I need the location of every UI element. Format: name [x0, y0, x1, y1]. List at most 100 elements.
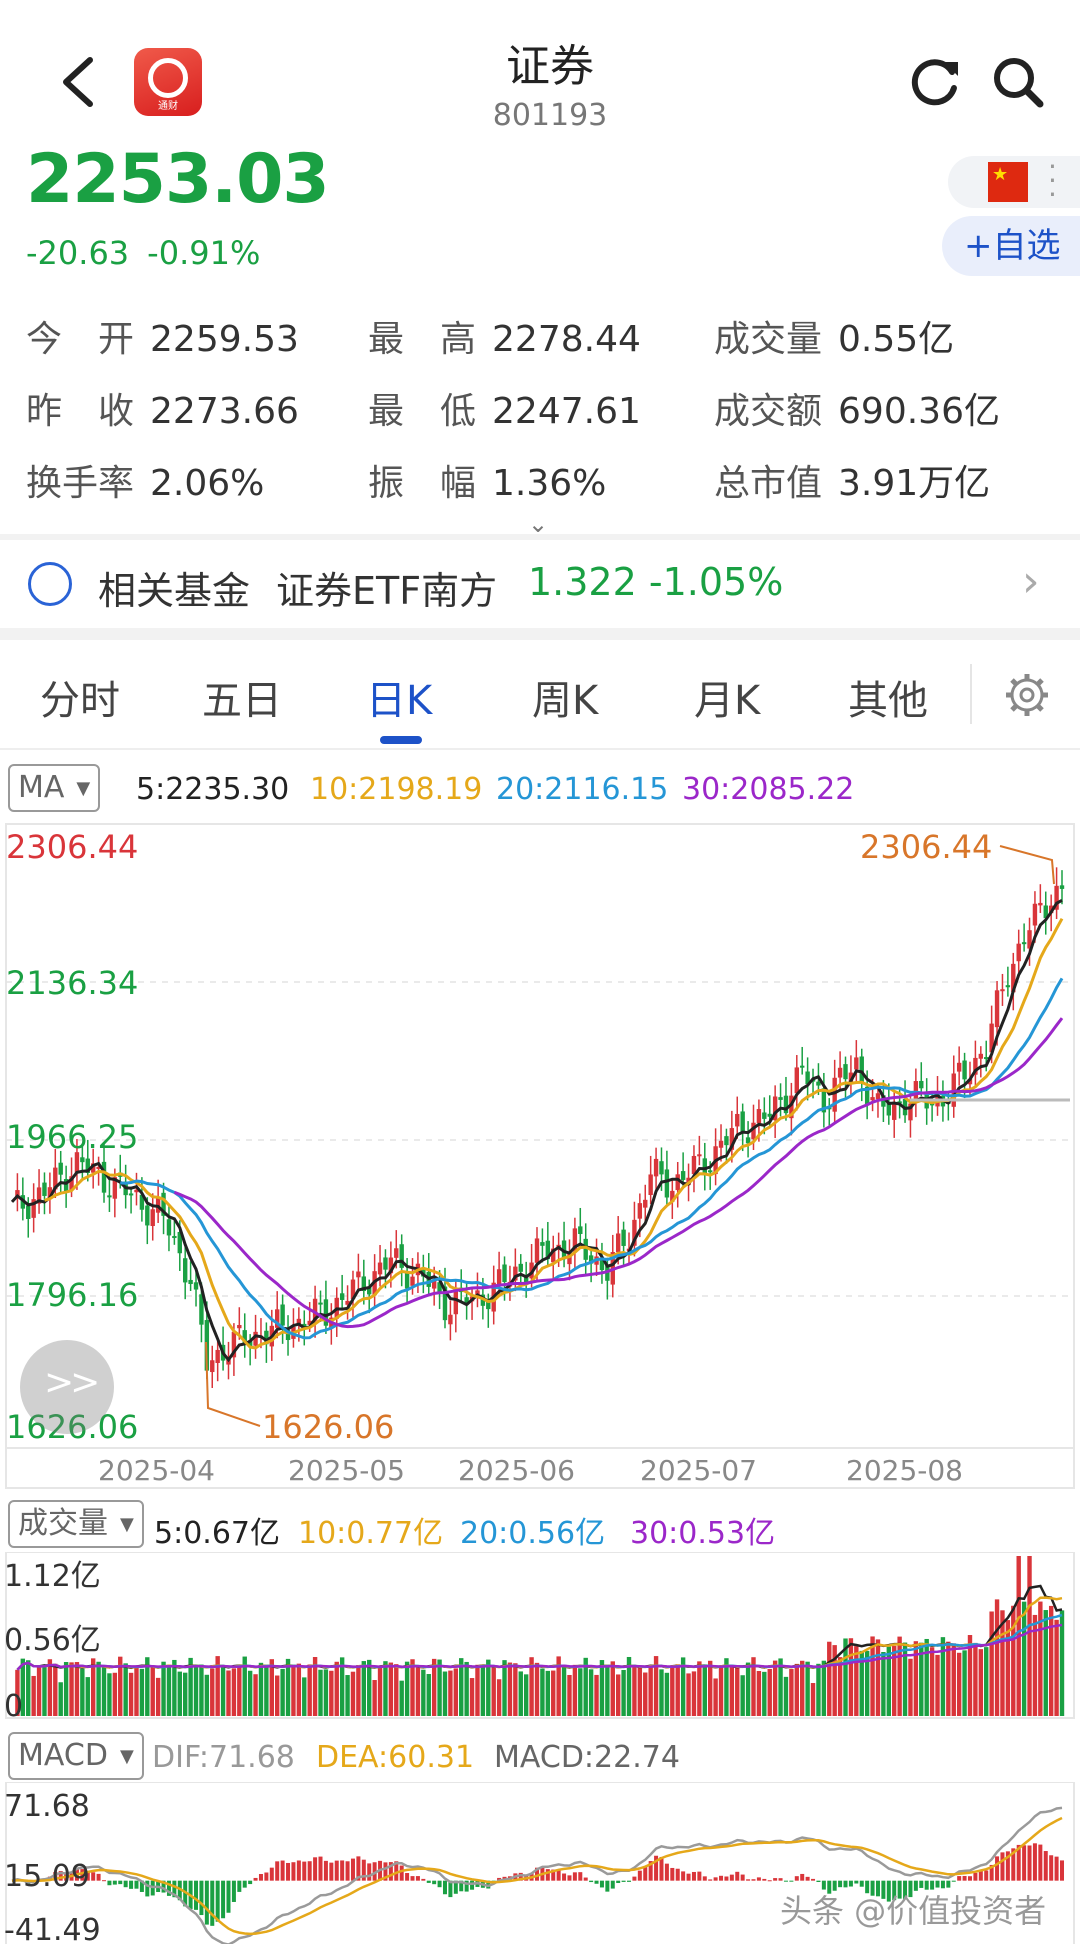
- market-flag-menu[interactable]: ★ · · ·: [948, 150, 1080, 211]
- volume-bar: [599, 1660, 605, 1716]
- candle-body: [85, 1158, 90, 1173]
- volume-bar: [816, 1663, 821, 1716]
- expand-chevron-icon[interactable]: ⌄: [528, 510, 549, 538]
- volume-bar: [226, 1670, 231, 1716]
- expand-fab-button[interactable]: >>: [20, 1340, 114, 1434]
- add-watchlist-button[interactable]: +自选: [942, 216, 1080, 276]
- volume-bar: [220, 1667, 226, 1716]
- candle-body: [913, 1081, 919, 1100]
- macd-dif-value: DIF:71.68: [152, 1740, 295, 1775]
- candle-body: [15, 1190, 20, 1199]
- macd-bar: [827, 1880, 832, 1894]
- volume-bar: [1027, 1556, 1032, 1716]
- candle-body: [956, 1062, 962, 1072]
- candle-body: [523, 1276, 529, 1283]
- candle-body: [421, 1268, 426, 1277]
- volume-indicator-select[interactable]: 成交量 ▼: [8, 1500, 144, 1548]
- candle-body: [247, 1341, 253, 1347]
- macd-bar: [800, 1873, 805, 1881]
- macd-bar: [978, 1870, 983, 1881]
- macd-bar: [984, 1870, 989, 1881]
- tab-five-day[interactable]: 五日: [202, 678, 282, 724]
- macd-chart[interactable]: 71.68 15.09 -41.49: [0, 1782, 1080, 1944]
- volume-bar: [415, 1666, 421, 1716]
- candle-body: [377, 1262, 383, 1275]
- candle-body: [285, 1329, 291, 1341]
- top-bar: 通财 证券 801193: [0, 0, 1080, 140]
- tab-monthly-k[interactable]: 月K: [694, 678, 761, 724]
- volume-bar: [453, 1668, 459, 1716]
- macd-bar: [204, 1880, 209, 1925]
- volume-bar: [448, 1670, 453, 1716]
- candle-body: [318, 1302, 323, 1305]
- search-icon[interactable]: [990, 54, 1046, 110]
- macd-indicator-select[interactable]: MACD ▼: [8, 1732, 144, 1780]
- volume-bar: [886, 1646, 892, 1716]
- macd-bar: [821, 1880, 826, 1890]
- more-icon[interactable]: · · ·: [1048, 150, 1057, 211]
- volume-bar: [53, 1663, 58, 1716]
- macd-bar: [805, 1876, 810, 1881]
- volume-bar: [794, 1663, 799, 1716]
- volume-bar: [31, 1675, 36, 1716]
- volume-bar: [984, 1647, 989, 1716]
- candle-body: [745, 1137, 751, 1144]
- candle-body: [518, 1263, 523, 1272]
- candle-body: [193, 1282, 199, 1290]
- volume-bar: [567, 1674, 572, 1716]
- candle-body: [350, 1279, 356, 1300]
- volume-bar: [513, 1663, 518, 1716]
- volume-bar: [107, 1673, 112, 1716]
- candlestick-chart[interactable]: 2306.44 2136.34 1966.25 1796.16 1626.06 …: [0, 822, 1080, 1492]
- volume-bar: [875, 1639, 881, 1716]
- macd-bar: [735, 1871, 740, 1881]
- candle-body: [448, 1314, 453, 1325]
- volume-bar: [572, 1664, 578, 1716]
- macd-bar: [654, 1855, 659, 1881]
- volume-bar: [827, 1641, 832, 1716]
- candle-body: [864, 1086, 870, 1106]
- candle-body: [978, 1053, 984, 1059]
- candle-body: [280, 1304, 285, 1326]
- macd-bar: [210, 1880, 215, 1926]
- candle-body: [437, 1282, 442, 1292]
- candle-body: [264, 1330, 269, 1345]
- tab-weekly-k[interactable]: 周K: [532, 678, 599, 724]
- macd-bar: [697, 1871, 702, 1881]
- candle-body: [886, 1101, 892, 1116]
- ma-indicator-select[interactable]: MA ▼: [8, 764, 101, 812]
- volume-bar: [20, 1658, 26, 1716]
- volume-bar: [404, 1661, 410, 1716]
- volume-bar: [318, 1669, 323, 1716]
- candle-body: [231, 1331, 237, 1358]
- x-tick: 2025-08: [846, 1454, 963, 1487]
- candle-body: [513, 1266, 518, 1281]
- vol-y-tick: 1.12亿: [4, 1559, 101, 1594]
- candle-body: [177, 1231, 182, 1254]
- back-arrow-icon[interactable]: [56, 52, 100, 112]
- volume-bar: [778, 1658, 783, 1716]
- volume-bar: [1048, 1605, 1054, 1716]
- candle-body: [643, 1199, 648, 1208]
- volume-chart[interactable]: 1.12亿 0.56亿 0: [0, 1552, 1080, 1722]
- tab-intraday[interactable]: 分时: [40, 678, 120, 724]
- volume-bar: [383, 1661, 388, 1716]
- candle-body: [870, 1097, 875, 1101]
- candle-body: [161, 1192, 166, 1216]
- related-fund-quote: 1.322 -1.05%: [528, 560, 784, 604]
- volume-bar: [583, 1657, 588, 1716]
- related-fund-row[interactable]: 相关基金 证券ETF南方 1.322 -1.05% ›: [0, 540, 1080, 630]
- vol-y-tick: 0: [4, 1689, 23, 1722]
- tab-other[interactable]: 其他: [848, 678, 928, 724]
- volume-bar: [670, 1666, 675, 1716]
- gear-icon[interactable]: [1002, 670, 1052, 720]
- volume-bar: [496, 1679, 502, 1716]
- volume-bar: [480, 1664, 486, 1716]
- macd-bar: [388, 1862, 393, 1881]
- candle-body: [1016, 943, 1021, 962]
- volume-bar: [648, 1666, 653, 1716]
- volume-bar: [307, 1664, 312, 1716]
- ma10-line: [44, 917, 1064, 1350]
- tab-daily-k[interactable]: 日K: [366, 678, 433, 724]
- refresh-icon[interactable]: [908, 54, 964, 110]
